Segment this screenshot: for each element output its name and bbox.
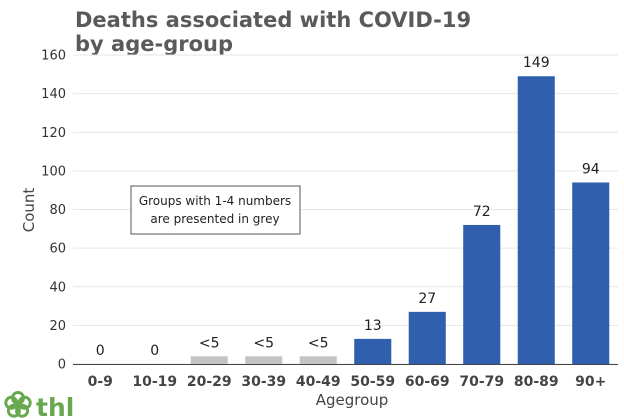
bar [463,224,501,364]
bar [408,311,446,364]
x-tick-label: 50-59 [350,374,395,390]
data-label: 149 [523,55,550,71]
y-tick-label: 60 [49,242,66,257]
y-tick-label: 140 [41,87,66,102]
bar [517,76,555,365]
bars [190,76,610,365]
x-tick-label: 70-79 [459,374,504,390]
data-labels: 0 0 <5 <5 <5 13 27 72 149 94 [96,55,600,359]
bar [299,356,337,364]
data-label: 0 [150,343,159,359]
annotation-line-2: are presented in grey [150,212,279,226]
x-tick-labels: 0-9 10-19 20-29 30-39 40-49 50-59 60-69 70-79 80… [88,374,607,390]
data-label: 13 [364,318,382,334]
bar [572,182,610,364]
bar [354,338,392,364]
y-tick-label: 120 [41,126,66,141]
x-tick-label: 0-9 [88,374,113,390]
y-tick-label: 80 [49,203,66,218]
y-tick-label: 100 [41,164,66,179]
thl-logo: thl [4,391,74,419]
flower-icon [4,391,32,418]
x-tick-label: 90+ [575,374,606,390]
data-label: 27 [418,291,436,307]
x-tick-label: 40-49 [296,374,341,390]
y-tick-label: 40 [49,280,66,295]
x-tick-label: 60-69 [405,374,450,390]
y-tick-label: 0 [58,358,66,373]
y-tick-labels: 0 20 40 60 80 100 120 140 160 [41,49,66,373]
data-label: 72 [473,204,491,220]
data-label: 0 [96,343,105,359]
y-tick-label: 20 [49,319,66,334]
logo-text: thl [36,393,74,419]
annotation-line-1: Groups with 1-4 numbers [139,194,291,208]
y-axis-label: Count [20,188,38,233]
x-tick-label: 20-29 [187,374,232,390]
x-tick-label: 80-89 [514,374,559,390]
x-tick-label: 10-19 [132,374,177,390]
y-tick-label: 160 [41,49,66,64]
bar [245,356,283,364]
bar [190,356,228,364]
data-label: 94 [582,161,600,177]
data-label: <5 [199,335,220,351]
data-label: <5 [308,335,329,351]
chart-title-line-1: Deaths associated with COVID-19 [75,8,471,32]
x-tick-label: 30-39 [241,374,286,390]
data-label: <5 [253,335,274,351]
annotation-border [130,185,301,235]
x-axis-label: Agegroup [316,391,389,409]
chart-title-line-2: by age-group [75,32,233,56]
annotation-box: Groups with 1-4 numbers are presented in… [130,185,301,235]
